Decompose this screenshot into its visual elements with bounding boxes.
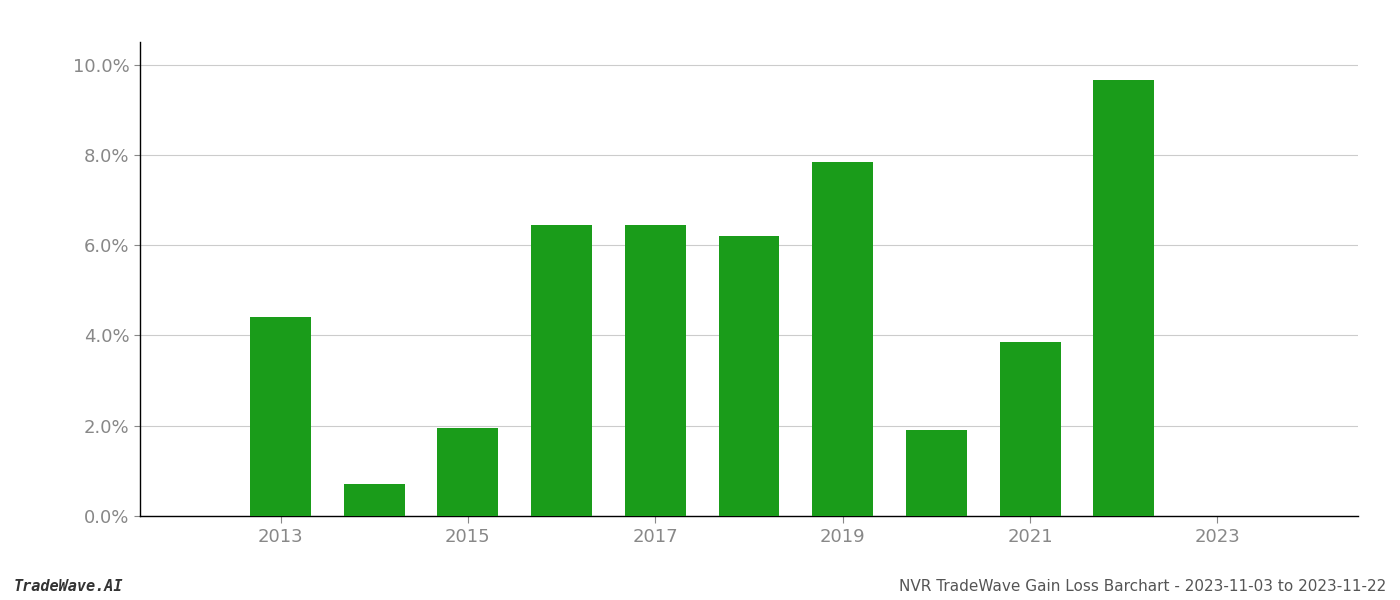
Bar [251,317,311,516]
Bar [531,225,592,516]
Bar [437,428,498,516]
Bar [1000,342,1061,516]
Bar [344,484,405,516]
Bar [624,225,686,516]
Bar [812,161,874,516]
Bar [906,430,967,516]
Text: TradeWave.AI: TradeWave.AI [14,579,123,594]
Text: NVR TradeWave Gain Loss Barchart - 2023-11-03 to 2023-11-22: NVR TradeWave Gain Loss Barchart - 2023-… [899,579,1386,594]
Bar [1093,80,1154,516]
Bar [718,236,780,516]
